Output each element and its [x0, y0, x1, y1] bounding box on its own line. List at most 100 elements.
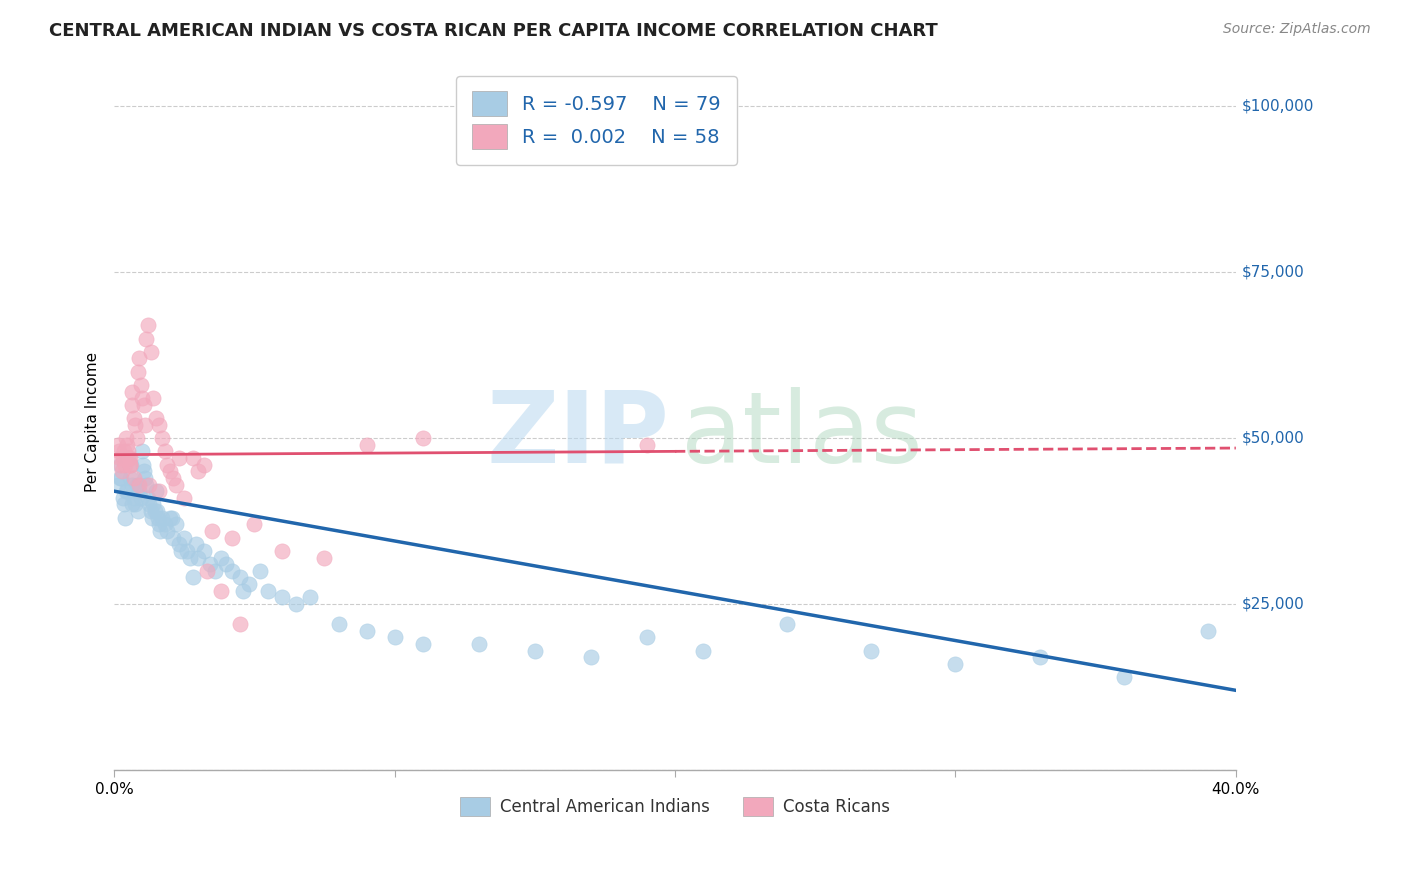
Point: [249, 564, 271, 578]
Point: [110, 471, 132, 485]
Text: ZIP: ZIP: [486, 387, 669, 484]
Point: [131, 391, 153, 405]
Point: [356, 624, 378, 638]
Point: [1112, 670, 1135, 684]
Point: [181, 450, 204, 465]
Point: [692, 643, 714, 657]
Point: [121, 477, 143, 491]
Point: [131, 444, 153, 458]
Point: [636, 438, 658, 452]
Point: [150, 431, 173, 445]
Point: [165, 517, 187, 532]
Point: [120, 450, 142, 465]
Point: [1028, 650, 1050, 665]
Point: [135, 477, 157, 491]
Point: [229, 617, 252, 632]
Point: [125, 431, 148, 445]
Point: [136, 318, 159, 333]
Point: [232, 583, 254, 598]
Y-axis label: Per Capita Income: Per Capita Income: [86, 351, 100, 491]
Point: [156, 524, 179, 538]
Point: [221, 564, 243, 578]
Point: [138, 498, 160, 512]
Point: [149, 524, 172, 538]
Point: [115, 484, 138, 499]
Point: [187, 550, 209, 565]
Point: [114, 458, 136, 472]
Point: [117, 444, 139, 458]
Point: [299, 591, 322, 605]
Point: [173, 491, 195, 505]
Point: [156, 458, 179, 472]
Point: [176, 544, 198, 558]
Point: [384, 630, 406, 644]
Point: [112, 498, 135, 512]
Point: [117, 450, 139, 465]
Point: [107, 477, 129, 491]
Point: [114, 510, 136, 524]
Point: [108, 444, 131, 458]
Point: [127, 365, 149, 379]
Point: [328, 617, 350, 632]
Point: [111, 491, 134, 505]
Point: [129, 491, 152, 505]
Point: [115, 431, 138, 445]
Point: [181, 570, 204, 584]
Point: [132, 464, 155, 478]
Point: [118, 471, 141, 485]
Point: [121, 398, 143, 412]
Point: [314, 550, 336, 565]
Point: [134, 471, 156, 485]
Point: [159, 510, 181, 524]
Point: [148, 417, 170, 432]
Point: [636, 630, 658, 644]
Point: [356, 438, 378, 452]
Point: [165, 477, 187, 491]
Point: [167, 537, 190, 551]
Point: [132, 398, 155, 412]
Point: [110, 450, 132, 465]
Point: [271, 544, 294, 558]
Point: [238, 577, 260, 591]
Point: [148, 484, 170, 499]
Point: [229, 570, 252, 584]
Point: [124, 498, 146, 512]
Point: [412, 637, 434, 651]
Point: [150, 510, 173, 524]
Point: [945, 657, 967, 671]
Point: [136, 491, 159, 505]
Point: [209, 550, 232, 565]
Point: [120, 458, 142, 472]
Point: [271, 591, 294, 605]
Point: [141, 510, 163, 524]
Point: [467, 637, 489, 651]
Legend: Central American Indians, Costa Ricans: Central American Indians, Costa Ricans: [451, 789, 898, 824]
Text: $100,000: $100,000: [1241, 99, 1313, 113]
Point: [135, 331, 157, 345]
Point: [162, 471, 184, 485]
Point: [193, 544, 215, 558]
Point: [160, 510, 183, 524]
Point: [107, 438, 129, 452]
Point: [148, 517, 170, 532]
Point: [153, 517, 176, 532]
Point: [115, 438, 138, 452]
Point: [110, 458, 132, 472]
Point: [146, 504, 169, 518]
Point: [195, 564, 218, 578]
Point: [108, 458, 131, 472]
Point: [159, 464, 181, 478]
Text: $50,000: $50,000: [1241, 431, 1305, 446]
Point: [145, 411, 167, 425]
Point: [121, 384, 143, 399]
Point: [412, 431, 434, 445]
Point: [110, 471, 132, 485]
Point: [221, 531, 243, 545]
Point: [193, 458, 215, 472]
Point: [145, 484, 167, 499]
Point: [134, 417, 156, 432]
Point: [162, 531, 184, 545]
Point: [118, 450, 141, 465]
Point: [139, 344, 162, 359]
Point: [167, 450, 190, 465]
